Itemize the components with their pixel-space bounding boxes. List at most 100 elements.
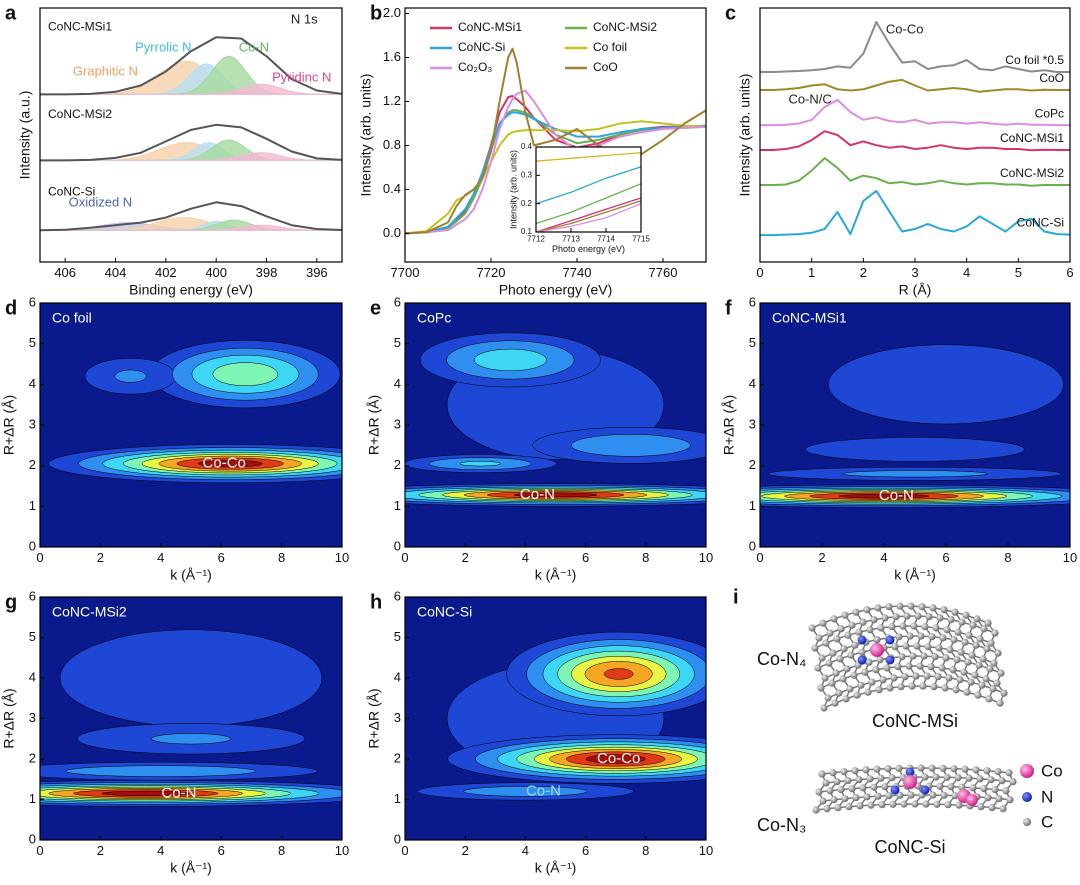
legend-text: Co foil bbox=[593, 40, 627, 54]
x-axis-label: R (Å) bbox=[899, 281, 932, 297]
carbon-atom bbox=[917, 632, 925, 640]
y-tick-label: 1.6 bbox=[383, 49, 401, 64]
carbon-atom bbox=[991, 629, 999, 637]
carbon-atom bbox=[968, 651, 976, 659]
carbon-atom bbox=[837, 786, 845, 794]
x-tick-label: 10 bbox=[1063, 550, 1077, 565]
carbon-atom bbox=[815, 788, 823, 796]
x-tick-label: 396 bbox=[306, 265, 328, 280]
series-label: CoNC-MSi2 bbox=[1000, 166, 1064, 180]
y-tick-label: 3 bbox=[29, 416, 36, 431]
y-tick-label: 5 bbox=[394, 629, 401, 644]
y-tick-label: 0.4 bbox=[383, 181, 401, 196]
y-tick-label: 2 bbox=[29, 457, 36, 472]
x-axis-label: Photo energy (eV) bbox=[552, 244, 625, 254]
y-axis-label: R+ΔR (Å) bbox=[366, 688, 382, 748]
carbon-atom bbox=[840, 645, 848, 653]
carbon-atom bbox=[821, 674, 829, 682]
carbon-atom bbox=[929, 604, 937, 612]
x-tick-label: 404 bbox=[105, 265, 127, 280]
series-label: CoNC-MSi1 bbox=[1000, 131, 1064, 145]
carbon-atom bbox=[875, 686, 883, 694]
carbon-atom bbox=[920, 652, 928, 660]
carbon-atom bbox=[944, 801, 952, 809]
carbon-atom bbox=[883, 664, 891, 672]
carbon-atom bbox=[830, 796, 838, 804]
carbon-atom bbox=[855, 776, 863, 784]
y-tick-label: 3 bbox=[749, 416, 756, 431]
carbon-atom bbox=[978, 681, 986, 689]
x-tick-label: 6 bbox=[942, 550, 949, 565]
x-axis-label: Binding energy (eV) bbox=[129, 281, 253, 297]
x-tick-label: 2 bbox=[462, 550, 469, 565]
carbon-atom bbox=[846, 685, 854, 693]
carbon-atom bbox=[885, 792, 893, 800]
carbon-atom bbox=[914, 612, 922, 620]
carbon-atom bbox=[971, 671, 979, 679]
carbon-atom bbox=[975, 661, 983, 669]
x-tick-label: 0 bbox=[756, 265, 763, 280]
y-tick-label: 0.8 bbox=[383, 137, 401, 152]
annotation: Co-Co bbox=[203, 455, 246, 472]
carbon-atom bbox=[928, 633, 936, 641]
x-axis-label: k (Å⁻¹) bbox=[170, 566, 212, 582]
carbon-atom bbox=[910, 622, 918, 630]
x-tick-label: 6 bbox=[582, 843, 589, 858]
legend-text: CoO bbox=[593, 60, 618, 74]
legend-text: CoNC-MSi2 bbox=[593, 20, 657, 34]
panel-title: CoNC-Si bbox=[417, 604, 472, 620]
x-tick-label: 0 bbox=[401, 550, 408, 565]
x-tick-label: 2 bbox=[860, 265, 867, 280]
axes-frame bbox=[39, 7, 343, 263]
carbon-atom bbox=[822, 779, 830, 787]
series-line bbox=[760, 157, 1070, 187]
contour-level bbox=[65, 765, 257, 777]
carbon-atom bbox=[928, 764, 936, 772]
carbon-atom bbox=[912, 672, 920, 680]
y-tick-label: 0.0 bbox=[383, 225, 401, 240]
y-axis-label: Intensity (arb. units) bbox=[358, 74, 374, 197]
y-tick-label: 3 bbox=[394, 710, 401, 725]
y-tick-label: 4 bbox=[29, 376, 36, 391]
carbon-atom bbox=[823, 805, 831, 813]
series-line bbox=[405, 120, 706, 235]
contour-level bbox=[114, 369, 147, 383]
carbon-atom bbox=[865, 658, 873, 666]
carbon-atom bbox=[841, 795, 849, 803]
contour-level bbox=[459, 460, 501, 467]
x-tick-label: 7715 bbox=[632, 234, 650, 243]
contour-level bbox=[473, 348, 547, 372]
y-tick-label: 2.0 bbox=[383, 5, 401, 20]
carbon-atom bbox=[835, 689, 843, 697]
carbon-atom bbox=[951, 792, 959, 800]
series-line bbox=[536, 152, 641, 162]
carbon-atom bbox=[906, 632, 914, 640]
structure-label: Co-N₄ bbox=[757, 649, 806, 669]
carbon-atom bbox=[956, 676, 964, 684]
x-tick-label: 4 bbox=[522, 843, 529, 858]
x-tick-label: 398 bbox=[256, 265, 278, 280]
carbon-atom bbox=[977, 803, 985, 811]
carbon-atom bbox=[942, 654, 950, 662]
x-tick-label: 6 bbox=[582, 550, 589, 565]
x-tick-label: 7712 bbox=[527, 234, 545, 243]
y-tick-label: 2 bbox=[749, 457, 756, 472]
carbon-atom bbox=[965, 631, 973, 639]
carbon-atom bbox=[927, 663, 935, 671]
carbon-atom bbox=[918, 603, 926, 611]
carbon-atom bbox=[817, 684, 825, 692]
annotation: Co-N bbox=[520, 486, 555, 503]
series-line bbox=[405, 89, 706, 235]
y-axis-label: R+ΔR (Å) bbox=[1, 688, 17, 748]
legend-text: Co bbox=[1041, 761, 1063, 780]
series-label: CoO bbox=[1039, 71, 1064, 85]
carbon-atom bbox=[845, 803, 853, 811]
carbon-atom bbox=[874, 792, 882, 800]
carbon-atom bbox=[940, 791, 948, 799]
x-tick-label: 3 bbox=[911, 265, 918, 280]
annotation: Co-N bbox=[239, 39, 269, 54]
carbon-atom bbox=[969, 621, 977, 629]
carbon-atom bbox=[830, 615, 838, 623]
x-axis-label: k (Å⁻¹) bbox=[894, 566, 936, 582]
carbon-atom bbox=[833, 635, 841, 643]
